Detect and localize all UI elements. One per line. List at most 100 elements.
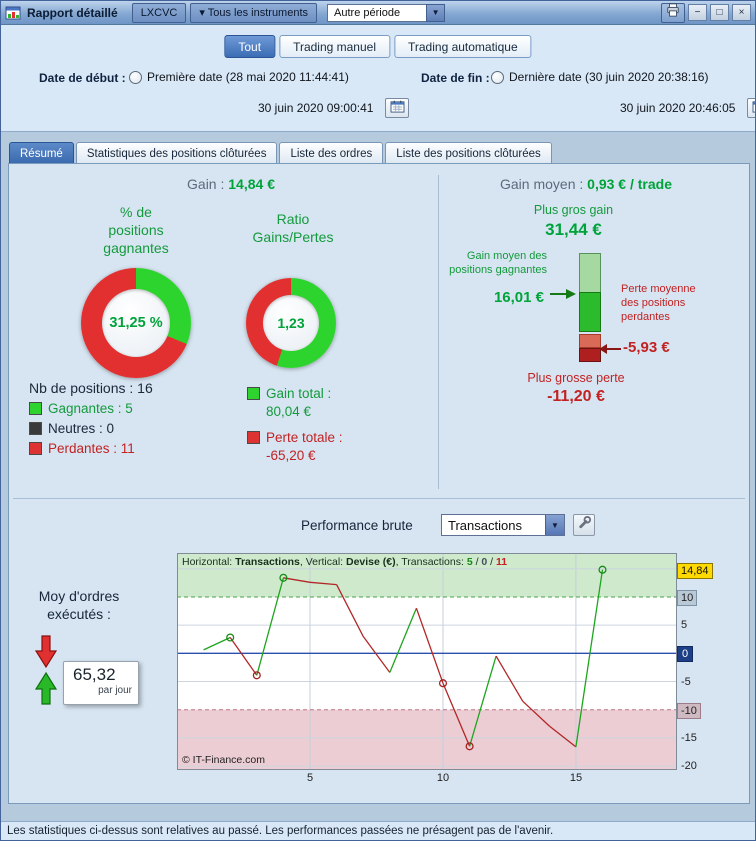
chart-header-hvalue: Transactions (235, 556, 300, 568)
gain-moyen-label: Gain moyen : (500, 176, 584, 192)
y-axis-label: -20 (681, 760, 697, 772)
chevron-down-icon[interactable]: ▼ (426, 3, 446, 22)
gain-total-text: Gain total : 80,04 € (266, 385, 331, 421)
chart-header-text: , Vertical: (299, 556, 346, 568)
gain-total-block: Gain total : 80,04 € (247, 385, 331, 421)
avg-loss-label: Perte moyenne des positions perdantes (621, 283, 696, 323)
radio-icon[interactable] (491, 70, 504, 84)
tab-liste-positions[interactable]: Liste des positions clôturées (385, 142, 552, 166)
printer-icon (666, 3, 680, 22)
gain-moyen-value: 0,93 € / trade (587, 176, 672, 192)
filter-tab-trading-manuel[interactable]: Trading manuel (279, 35, 390, 58)
max-gain-label: Plus gros gain (533, 203, 614, 217)
chart-settings-button[interactable] (573, 514, 595, 536)
maximize-button[interactable]: □ (710, 4, 729, 21)
start-custom-label: 30 juin 2020 09:00:41 (258, 101, 374, 115)
dark-swatch-icon (29, 422, 42, 435)
chart-header-text: , Transactions: (395, 556, 467, 568)
y-axis-label: 14,84 (677, 563, 713, 579)
chevron-down-icon[interactable]: ▼ (545, 515, 564, 535)
green-swatch-icon (29, 402, 42, 415)
print-button[interactable] (661, 2, 685, 23)
period-combobox[interactable]: Autre période ▼ (327, 3, 446, 22)
minimize-button[interactable]: − (688, 4, 707, 21)
legend-neutres-label: Neutres : 0 (48, 421, 115, 436)
start-first-option[interactable]: Première date (28 mai 2020 11:44:41) (129, 70, 349, 84)
titlebar: Rapport détaillé LXCVC ▾ Tous les instru… (1, 1, 755, 25)
y-axis-label: -10 (677, 703, 701, 719)
start-calendar-button[interactable] (385, 98, 410, 118)
all-instruments-button[interactable]: ▾ Tous les instruments (190, 2, 318, 23)
performance-chart-area[interactable] (177, 553, 677, 770)
wrench-icon (577, 515, 592, 535)
performance-select[interactable]: Transactions ▼ (441, 514, 565, 536)
pct-donut-hole: 31,25 % (101, 288, 171, 358)
ratio-donut-chart: 1,23 (246, 278, 336, 368)
legend-perdantes-label: Perdantes : 11 (48, 441, 135, 456)
end-custom-label: 30 juin 2020 20:46:05 (620, 101, 736, 115)
chart-losses-count: 11 (496, 556, 508, 568)
max-loss-bar (579, 348, 601, 362)
vertical-divider (438, 175, 439, 489)
red-swatch-icon (29, 442, 42, 455)
period-value: Autre période (327, 3, 427, 22)
status-bar: Les statistiques ci-dessus sont relative… (1, 821, 755, 840)
ratio-donut-hole: 1,23 (263, 295, 319, 351)
green-swatch-icon (247, 387, 260, 400)
filter-tab-trading-automatique[interactable]: Trading automatique (394, 35, 532, 58)
perte-totale-text: Perte totale : -65,20 € (266, 429, 343, 465)
chart-copyright: © IT-Finance.com (182, 754, 266, 766)
instrument-button[interactable]: LXCVC (131, 2, 187, 23)
perte-totale-block: Perte totale : -65,20 € (247, 429, 343, 465)
up-arrow-icon (34, 671, 59, 705)
tab-statistiques[interactable]: Statistiques des positions clôturées (75, 142, 278, 166)
avg-gain-value: 16,01 € (493, 289, 544, 306)
y-axis-labels: 14,84 10 5 0 -5 -10 -15 -20 (677, 553, 717, 772)
radio-icon[interactable] (129, 70, 142, 84)
avg-loss-value: -5,93 € (623, 339, 670, 356)
report-icon (5, 5, 21, 21)
gain-total-label: Gain total : (266, 386, 332, 401)
performance-chart-svg (177, 553, 677, 770)
y-axis-label: 10 (677, 590, 698, 606)
status-text: Les statistiques ci-dessus sont relative… (7, 825, 554, 837)
end-calendar-button[interactable] (747, 98, 755, 118)
max-gain-value: 31,44 € (545, 220, 602, 239)
start-date-label: Date de début : (39, 71, 126, 85)
start-custom-option[interactable]: 30 juin 2020 09:00:41 (129, 97, 693, 632)
gain-moyen-line: Gain moyen : 0,93 € / trade (431, 176, 741, 192)
chart-header-sep: / (487, 556, 497, 568)
x-axis-labels: 5 10 15 (177, 772, 677, 786)
ratio-value: 1,23 (277, 314, 305, 331)
pct-value: 31,25 % (109, 315, 163, 331)
avg-orders-unit: par jour (98, 685, 132, 696)
chart-header-vvalue: Devise (€) (346, 556, 396, 568)
end-custom-option[interactable]: 30 juin 2020 20:46:05 (491, 97, 755, 119)
gain-total-value: 80,04 € (266, 404, 312, 420)
tab-liste-ordres[interactable]: Liste des ordres (279, 142, 384, 166)
max-loss-label: Plus grosse perte (527, 371, 625, 385)
nb-positions: Nb de positions : 16 (29, 380, 153, 396)
down-arrow-icon (34, 635, 59, 669)
titlebar-right: − □ × (661, 2, 751, 23)
end-date-label: Date de fin : (421, 71, 490, 85)
perte-totale-value: -65,20 € (266, 448, 316, 464)
close-button[interactable]: × (732, 4, 751, 21)
max-loss-value: -11,20 € (547, 388, 605, 405)
y-axis-label: 0 (677, 646, 694, 662)
end-last-option[interactable]: Dernière date (30 juin 2020 20:38:16) (491, 70, 708, 84)
performance-label: Performance brute (301, 518, 413, 533)
avg-gain-bar (579, 291, 601, 332)
avg-gain-label: Gain moyen des positions gagnantes (449, 250, 547, 276)
tab-strip: Résumé Statistiques des positions clôtur… (9, 142, 552, 166)
mode-segmented-control: Tout Trading manuel Trading automatique (224, 35, 532, 58)
calendar-icon (752, 100, 755, 116)
x-axis-label: 10 (436, 772, 450, 784)
gain-label: Gain : (187, 176, 225, 192)
gain-distribution-bars (579, 253, 601, 365)
y-axis-label: 5 (681, 619, 688, 631)
filter-tab-tout[interactable]: Tout (224, 35, 276, 58)
pct-title: % de positions gagnantes (103, 204, 169, 257)
ratio-title: Ratio Gains/Pertes (252, 211, 334, 246)
